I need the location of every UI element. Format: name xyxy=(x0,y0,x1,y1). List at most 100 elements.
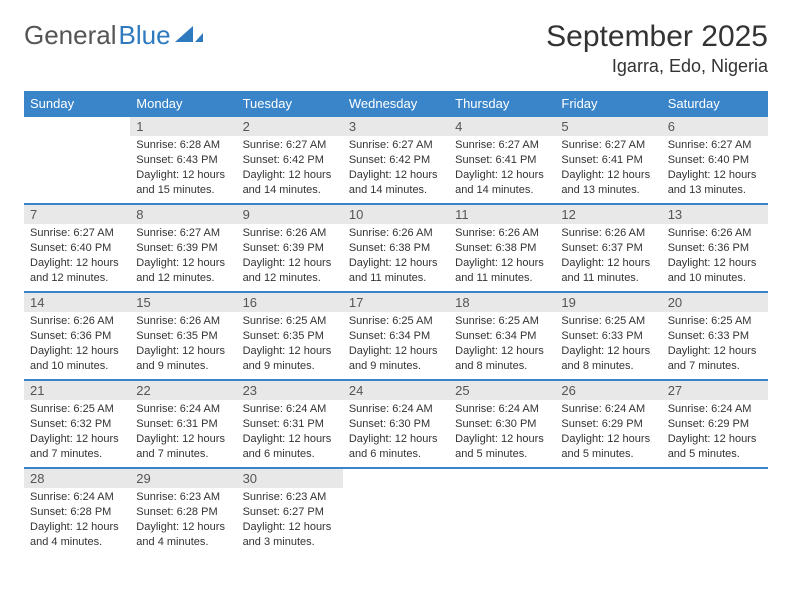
calendar-day-cell: 25 Sunrise: 6:24 AMSunset: 6:30 PMDayligh… xyxy=(449,380,555,468)
logo-text-part1: General xyxy=(24,20,117,51)
calendar-day-cell: 2Sunrise: 6:27 AMSunset: 6:42 PMDaylight… xyxy=(237,116,343,204)
daylight-text: Daylight: 12 hours and 8 minutes. xyxy=(455,344,549,374)
calendar-day-cell: 9Sunrise: 6:26 AMSunset: 6:39 PMDaylight… xyxy=(237,204,343,292)
sunrise-text: Sunrise: 6:27 AM xyxy=(349,138,443,153)
sunrise-text: Sunrise: 6:24 AM xyxy=(30,490,124,505)
day-number: 7 xyxy=(24,205,130,224)
sunset-text: Sunset: 6:30 PM xyxy=(349,417,443,432)
day-data: Sunrise: 6:27 AMSunset: 6:41 PMDaylight:… xyxy=(555,136,661,201)
day-number-empty xyxy=(662,469,768,488)
calendar-day-cell: 4Sunrise: 6:27 AMSunset: 6:41 PMDaylight… xyxy=(449,116,555,204)
daylight-text: Daylight: 12 hours and 12 minutes. xyxy=(136,256,230,286)
sunrise-text: Sunrise: 6:27 AM xyxy=(561,138,655,153)
day-data: Sunrise: 6:27 AMSunset: 6:40 PMDaylight:… xyxy=(24,224,130,289)
day-number: 11 xyxy=(449,205,555,224)
weekday-header: Wednesday xyxy=(343,92,449,117)
calendar-day-cell: 6Sunrise: 6:27 AMSunset: 6:40 PMDaylight… xyxy=(662,116,768,204)
calendar-day-cell: 14Sunrise: 6:26 AMSunset: 6:36 PMDayligh… xyxy=(24,292,130,380)
sunset-text: Sunset: 6:28 PM xyxy=(136,505,230,520)
sunset-text: Sunset: 6:43 PM xyxy=(136,153,230,168)
day-data: Sunrise: 6:24 AMSunset: 6:29 PMDaylight:… xyxy=(662,400,768,465)
daylight-text: Daylight: 12 hours and 4 minutes. xyxy=(30,520,124,550)
day-data: Sunrise: 6:25 AMSunset: 6:33 PMDaylight:… xyxy=(662,312,768,377)
daylight-text: Daylight: 12 hours and 3 minutes. xyxy=(243,520,337,550)
sunset-text: Sunset: 6:40 PM xyxy=(30,241,124,256)
calendar-day-cell: 27Sunrise: 6:24 AMSunset: 6:29 PMDayligh… xyxy=(662,380,768,468)
day-number: 24 xyxy=(343,381,449,400)
sunrise-text: Sunrise: 6:26 AM xyxy=(243,226,337,241)
calendar-day-cell: 23Sunrise: 6:24 AMSunset: 6:31 PMDayligh… xyxy=(237,380,343,468)
daylight-text: Daylight: 12 hours and 4 minutes. xyxy=(136,520,230,550)
day-data: Sunrise: 6:27 AMSunset: 6:41 PMDaylight:… xyxy=(449,136,555,201)
logo-sail-icon xyxy=(175,20,203,51)
calendar-day-cell: 12Sunrise: 6:26 AMSunset: 6:37 PMDayligh… xyxy=(555,204,661,292)
sunrise-text: Sunrise: 6:26 AM xyxy=(668,226,762,241)
sunset-text: Sunset: 6:38 PM xyxy=(455,241,549,256)
sunrise-text: Sunrise: 6:27 AM xyxy=(30,226,124,241)
day-number: 19 xyxy=(555,293,661,312)
sunrise-text: Sunrise: 6:25 AM xyxy=(668,314,762,329)
calendar-day-cell xyxy=(555,468,661,556)
logo-text-part2: Blue xyxy=(119,20,171,51)
sunrise-text: Sunrise: 6:28 AM xyxy=(136,138,230,153)
day-number: 9 xyxy=(237,205,343,224)
daylight-text: Daylight: 12 hours and 9 minutes. xyxy=(349,344,443,374)
day-number: 26 xyxy=(555,381,661,400)
calendar-day-cell: 22Sunrise: 6:24 AMSunset: 6:31 PMDayligh… xyxy=(130,380,236,468)
calendar-day-cell xyxy=(662,468,768,556)
sunrise-text: Sunrise: 6:24 AM xyxy=(561,402,655,417)
sunset-text: Sunset: 6:29 PM xyxy=(561,417,655,432)
day-number: 3 xyxy=(343,117,449,136)
day-data: Sunrise: 6:25 AMSunset: 6:33 PMDaylight:… xyxy=(555,312,661,377)
daylight-text: Daylight: 12 hours and 11 minutes. xyxy=(349,256,443,286)
sunset-text: Sunset: 6:31 PM xyxy=(243,417,337,432)
sunrise-text: Sunrise: 6:26 AM xyxy=(30,314,124,329)
day-number: 8 xyxy=(130,205,236,224)
calendar-day-cell: 30Sunrise: 6:23 AMSunset: 6:27 PMDayligh… xyxy=(237,468,343,556)
day-number-empty xyxy=(449,469,555,488)
sunset-text: Sunset: 6:41 PM xyxy=(455,153,549,168)
day-number: 2 xyxy=(237,117,343,136)
daylight-text: Daylight: 12 hours and 9 minutes. xyxy=(136,344,230,374)
day-data: Sunrise: 6:24 AMSunset: 6:31 PMDaylight:… xyxy=(237,400,343,465)
sunrise-text: Sunrise: 6:24 AM xyxy=(136,402,230,417)
sunset-text: Sunset: 6:34 PM xyxy=(455,329,549,344)
sunrise-text: Sunrise: 6:24 AM xyxy=(455,402,549,417)
sunset-text: Sunset: 6:37 PM xyxy=(561,241,655,256)
day-data: Sunrise: 6:26 AMSunset: 6:36 PMDaylight:… xyxy=(24,312,130,377)
daylight-text: Daylight: 12 hours and 7 minutes. xyxy=(668,344,762,374)
sunrise-text: Sunrise: 6:25 AM xyxy=(30,402,124,417)
sunset-text: Sunset: 6:30 PM xyxy=(455,417,549,432)
daylight-text: Daylight: 12 hours and 10 minutes. xyxy=(668,256,762,286)
day-number: 10 xyxy=(343,205,449,224)
daylight-text: Daylight: 12 hours and 5 minutes. xyxy=(455,432,549,462)
day-number: 25 xyxy=(449,381,555,400)
day-number: 13 xyxy=(662,205,768,224)
sunset-text: Sunset: 6:35 PM xyxy=(243,329,337,344)
day-number: 23 xyxy=(237,381,343,400)
day-number: 1 xyxy=(130,117,236,136)
daylight-text: Daylight: 12 hours and 15 minutes. xyxy=(136,168,230,198)
day-data: Sunrise: 6:27 AMSunset: 6:42 PMDaylight:… xyxy=(343,136,449,201)
sunset-text: Sunset: 6:33 PM xyxy=(668,329,762,344)
day-number: 29 xyxy=(130,469,236,488)
day-number: 5 xyxy=(555,117,661,136)
day-data: Sunrise: 6:26 AMSunset: 6:35 PMDaylight:… xyxy=(130,312,236,377)
calendar-day-cell: 20Sunrise: 6:25 AMSunset: 6:33 PMDayligh… xyxy=(662,292,768,380)
day-data: Sunrise: 6:25 AMSunset: 6:34 PMDaylight:… xyxy=(449,312,555,377)
sunrise-text: Sunrise: 6:27 AM xyxy=(243,138,337,153)
sunrise-text: Sunrise: 6:23 AM xyxy=(136,490,230,505)
calendar-day-cell: 26 Sunrise: 6:24 AMSunset: 6:29 PMDayligh… xyxy=(555,380,661,468)
day-data: Sunrise: 6:27 AMSunset: 6:40 PMDaylight:… xyxy=(662,136,768,201)
calendar-day-cell: 13Sunrise: 6:26 AMSunset: 6:36 PMDayligh… xyxy=(662,204,768,292)
daylight-text: Daylight: 12 hours and 10 minutes. xyxy=(30,344,124,374)
sunset-text: Sunset: 6:33 PM xyxy=(561,329,655,344)
sunset-text: Sunset: 6:39 PM xyxy=(243,241,337,256)
calendar-day-cell xyxy=(449,468,555,556)
day-data: Sunrise: 6:27 AMSunset: 6:42 PMDaylight:… xyxy=(237,136,343,201)
daylight-text: Daylight: 12 hours and 5 minutes. xyxy=(561,432,655,462)
sunrise-text: Sunrise: 6:24 AM xyxy=(349,402,443,417)
calendar-day-cell: 8Sunrise: 6:27 AMSunset: 6:39 PMDaylight… xyxy=(130,204,236,292)
sunrise-text: Sunrise: 6:24 AM xyxy=(668,402,762,417)
sunset-text: Sunset: 6:42 PM xyxy=(243,153,337,168)
